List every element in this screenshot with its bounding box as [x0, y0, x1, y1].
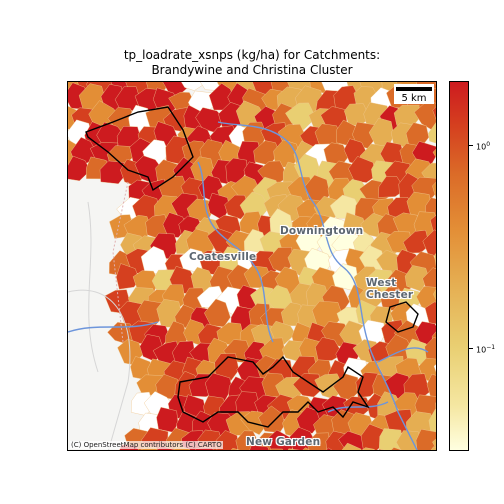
catchment-polygon[interactable] [315, 337, 343, 362]
catchment-polygon[interactable] [433, 357, 437, 382]
catchment-polygon[interactable] [422, 229, 437, 257]
catchment-polygon[interactable] [285, 102, 317, 131]
map-canvas [68, 82, 437, 452]
catchment-polygon[interactable] [428, 120, 437, 146]
colorbar-tick-label: 100 [476, 141, 491, 152]
map-title-line2: Brandywine and Christina Cluster [151, 63, 353, 77]
catchment-polygon[interactable] [432, 140, 437, 166]
river-line [68, 321, 159, 333]
catchment-polygon[interactable] [432, 177, 437, 205]
catchment-outline-south [177, 355, 370, 428]
scale-bar-line [396, 87, 432, 91]
map-title-line1: tp_loadrate_xsnps (kg/ha) for Catchments… [123, 48, 381, 62]
catchment-polygon[interactable] [415, 428, 437, 451]
catchment-polygon[interactable] [428, 408, 437, 437]
river-line [217, 121, 418, 450]
map-title: tp_loadrate_xsnps (kg/ha) for Catchments… [0, 48, 504, 78]
place-label-west-chester: West Chester [366, 277, 414, 301]
catchment-polygon[interactable] [430, 213, 437, 236]
catchment-polygon[interactable] [318, 447, 345, 451]
catchment-polygon[interactable] [434, 244, 437, 271]
catchment-polygon[interactable] [99, 160, 125, 185]
catchment-polygon[interactable] [355, 447, 383, 451]
road-line [68, 289, 131, 450]
catchment-polygon[interactable] [432, 433, 437, 451]
catchment-polygon[interactable] [432, 102, 437, 127]
catchment-outline-east [385, 301, 419, 333]
choropleth-map[interactable]: Downingtown Coatesville West Chester New… [67, 81, 437, 451]
catchment-polygon[interactable] [265, 429, 295, 451]
colorbar-tick [469, 348, 473, 349]
cluster-outlines [85, 106, 419, 428]
place-label-coatesville: Coatesville [189, 251, 257, 263]
catchment-polygon[interactable] [261, 448, 287, 451]
catchment-polygon[interactable] [424, 301, 437, 325]
scale-bar-label: 5 km [401, 93, 427, 104]
road-line [87, 201, 99, 373]
catchment-polygon[interactable] [426, 373, 437, 399]
catchment-polygon[interactable] [68, 155, 91, 182]
basemap-roads [68, 181, 131, 450]
catchment-polygon[interactable] [295, 447, 320, 451]
catchment-polygons [68, 82, 437, 452]
colorbar-tick-label: 10−1 [476, 344, 496, 355]
catchment-polygon[interactable] [433, 82, 437, 94]
river-line [197, 161, 274, 343]
catchment-polygon[interactable] [338, 442, 362, 451]
catchment-polygon[interactable] [424, 446, 437, 451]
catchment-polygon[interactable] [433, 281, 437, 308]
catchment-polygon[interactable] [422, 267, 437, 293]
colorbar-tick [469, 145, 473, 146]
map-attribution: (C) OpenStreetMap contributors (C) CARTO [70, 441, 223, 449]
catchment-polygon[interactable] [378, 428, 404, 452]
catchment-polygon[interactable] [348, 156, 377, 183]
colorbar [449, 81, 469, 451]
catchment-polygon[interactable] [284, 448, 306, 451]
catchment-polygon[interactable] [424, 337, 437, 362]
catchment-polygon[interactable] [368, 449, 396, 451]
catchment-polygon[interactable] [378, 176, 406, 198]
catchment-polygon[interactable] [306, 432, 331, 451]
catchment-polygon[interactable] [221, 447, 248, 451]
place-label-downingtown: Downingtown [280, 225, 364, 237]
river-line [327, 401, 389, 413]
catchment-polygon[interactable] [383, 447, 413, 451]
place-label-new-garden: New Garden [246, 436, 321, 448]
catchment-polygon[interactable] [405, 449, 429, 451]
catchment-polygon[interactable] [224, 194, 250, 220]
catchment-polygon[interactable] [247, 444, 274, 451]
catchment-polygon[interactable] [179, 82, 208, 91]
catchment-outline-northwest [85, 106, 194, 192]
rivers [68, 121, 429, 450]
scale-bar: 5 km [394, 84, 434, 104]
river-line [377, 347, 429, 363]
